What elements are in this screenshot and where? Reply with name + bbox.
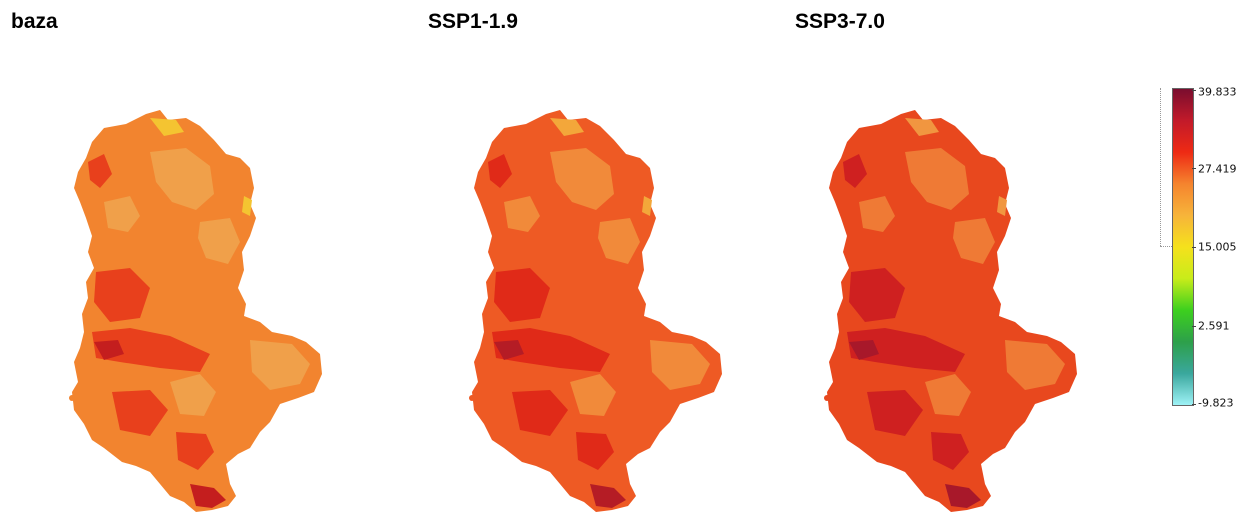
map-ssp3-7-0	[824, 110, 1077, 512]
cool-spot-area	[150, 118, 184, 136]
highland-area	[250, 340, 310, 390]
color-legend: 39.833 27.419 15.005 2.591 -9.823	[1172, 85, 1254, 410]
hot-spot-area	[849, 340, 879, 360]
legend-tick	[1192, 168, 1196, 169]
cool-spot-area	[242, 196, 252, 216]
lowland-area	[847, 328, 965, 372]
highland-area	[650, 340, 710, 390]
highland-area	[859, 196, 895, 232]
highland-area	[104, 196, 140, 232]
highland-area	[504, 196, 540, 232]
highland-area	[550, 148, 614, 210]
hot-spot-area	[190, 484, 226, 508]
hot-spot-area	[590, 484, 626, 508]
map-title-baza: baza	[11, 10, 58, 33]
legend-label-max: 39.833	[1198, 85, 1237, 99]
lowland-area	[488, 154, 512, 188]
legend-connector-line	[1160, 88, 1162, 246]
lowland-area	[176, 432, 214, 470]
legend-tick	[1192, 90, 1196, 91]
cool-spot-area	[642, 196, 652, 216]
highland-area	[925, 374, 971, 416]
legend-label-mid: 15.005	[1198, 240, 1237, 254]
lowland-area	[112, 390, 168, 436]
cool-spot-area	[905, 118, 939, 136]
island	[69, 395, 75, 401]
legend-label-upper: 27.419	[1198, 162, 1237, 176]
lowland-area	[867, 390, 923, 436]
lowland-area	[494, 268, 550, 322]
lowland-area	[92, 328, 210, 372]
lowland-area	[849, 268, 905, 322]
legend-tick	[1192, 326, 1196, 327]
cool-spot-area	[550, 118, 584, 136]
map-title-ssp1: SSP1-1.9	[428, 10, 518, 33]
lowland-area	[492, 328, 610, 372]
highland-area	[570, 374, 616, 416]
highland-area	[1005, 340, 1065, 390]
legend-tick	[1192, 247, 1196, 248]
lowland-area	[512, 390, 568, 436]
lowland-area	[843, 154, 867, 188]
map-baza	[69, 110, 322, 512]
lowland-area	[88, 154, 112, 188]
island	[469, 395, 475, 401]
lowland-area	[94, 268, 150, 322]
hot-spot-area	[94, 340, 124, 360]
cool-spot-area	[997, 196, 1007, 216]
legend-color-bar	[1172, 88, 1194, 406]
legend-label-min: -9.823	[1198, 396, 1234, 410]
map-title-ssp3: SSP3-7.0	[795, 10, 885, 33]
hot-spot-area	[945, 484, 981, 508]
lowland-area	[931, 432, 969, 470]
lowland-area	[576, 432, 614, 470]
highland-area	[905, 148, 969, 210]
highland-area	[170, 374, 216, 416]
hot-spot-area	[494, 340, 524, 360]
island	[824, 395, 830, 401]
legend-label-lower: 2.591	[1198, 319, 1230, 333]
legend-tick	[1192, 404, 1196, 405]
map-ssp1-1-9	[469, 110, 722, 512]
highland-area	[598, 218, 640, 264]
highland-area	[150, 148, 214, 210]
highland-area	[953, 218, 995, 264]
legend-connector-line-horizontal	[1160, 246, 1172, 248]
highland-area	[198, 218, 240, 264]
